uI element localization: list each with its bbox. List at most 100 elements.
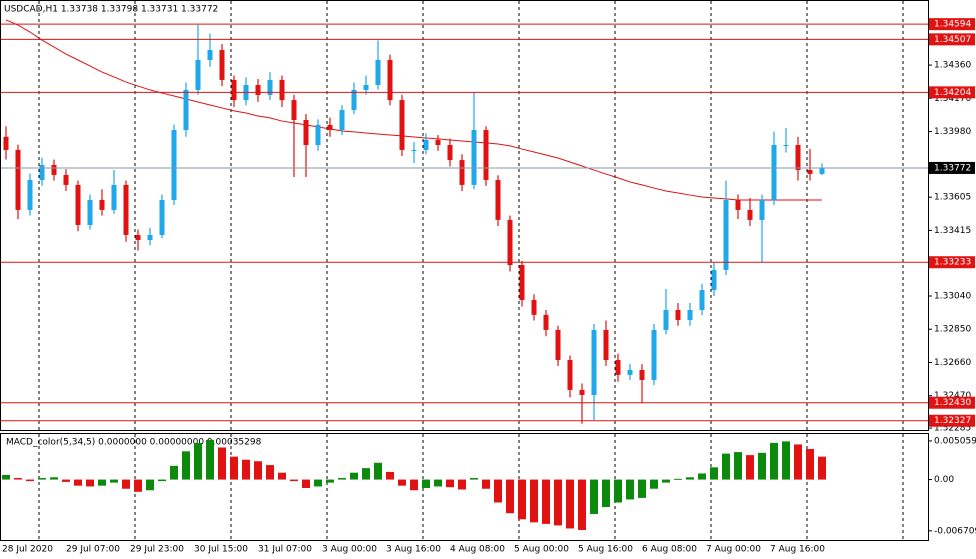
level-label-box [929,414,975,427]
macd-bar [770,442,778,480]
candle-body [399,100,405,150]
macd-bar [818,456,826,480]
candle-body [699,290,705,310]
candle-body [363,85,369,90]
candle-body [135,234,141,241]
y-tick-label: -0.006709 [934,526,976,536]
y-tick-label: 1.33415 [934,226,971,236]
y-tick-label: 1.32850 [934,325,971,335]
level-label-box [929,86,975,99]
macd-bar [578,479,586,530]
x-tick-label: 7 Aug 00:00 [706,545,761,555]
candle-body [423,139,429,150]
candle-body [543,314,549,330]
candle-body [171,129,177,200]
candle-body [411,149,417,151]
macd-bar [98,479,106,486]
x-tick-label: 4 Aug 08:00 [450,545,505,555]
candle-body [123,184,129,235]
candle-body [567,360,573,390]
x-tick-label: 28 Jul 2020 [2,545,53,555]
level-label: 1.33233 [934,258,971,268]
x-tick-label: 5 Aug 00:00 [514,545,569,555]
macd-bar [314,479,322,487]
level-label: 1.34594 [934,20,971,30]
candle-body [255,85,261,95]
candle-body [711,269,717,291]
macd-bar [206,439,214,480]
candle-body [87,199,93,225]
macd-bar [722,453,730,480]
macd-bar [602,479,610,508]
candle-body [267,79,273,95]
candle-body [819,167,825,174]
macd-bar [470,478,478,480]
candle-body [27,180,33,210]
candle-body [759,199,765,220]
macd-bar [530,479,538,523]
macd-bar [434,479,442,487]
candle-body [591,329,597,396]
candle-body [459,160,465,185]
candle-body [555,329,561,361]
candle-body [663,309,669,330]
macd-bar [446,479,454,488]
macd-bar [650,479,658,489]
macd-bar [254,461,262,480]
macd-bar [662,479,670,483]
macd-bar [170,465,178,480]
candle-body [327,124,333,130]
y-tick-label: 1.33605 [934,193,971,203]
candle-body [723,199,729,270]
candle-body [519,265,525,301]
x-tick-label: 6 Aug 08:00 [642,545,697,555]
macd-bar [398,479,406,486]
candle-body [351,89,357,111]
candle-body [795,145,801,171]
y-tick-label: 1.32285 [934,424,971,434]
candle-body [375,60,381,86]
candle-body [15,149,21,210]
x-tick-label: 29 Jul 07:00 [66,545,120,555]
candle-body [387,60,393,101]
candle-body [531,300,537,315]
candle-body [807,170,813,174]
y-tick-label: 1.32470 [934,391,971,401]
macd-bar [518,479,526,520]
macd-bar [326,479,334,483]
macd-bar [746,455,754,480]
x-tick-label: 7 Aug 16:00 [770,545,825,555]
candle-body [219,50,225,80]
macd-bar [374,462,382,480]
y-tick-label: 1.32660 [934,358,971,368]
macd-bar [710,467,718,480]
candle-body [483,129,489,181]
macd-bar [302,479,310,488]
macd-bar [62,479,70,482]
current-price-box [929,161,975,174]
level-label-box [929,33,975,46]
macd-title: MACD_color(5,34,5) 0.0000000 0.00000000 … [6,438,262,448]
macd-bar [14,478,22,480]
macd-bar [590,479,598,514]
candle-body [495,180,501,220]
macd-bar [494,479,502,503]
candle-body [747,209,753,220]
candle-body [147,234,153,241]
candle-body [291,100,297,121]
candle-body [159,199,165,235]
x-tick-label: 29 Jul 23:00 [130,545,184,555]
macd-bar [422,479,430,488]
macd-bar [626,479,634,500]
candle-body [507,219,513,266]
level-label-box [929,18,975,31]
candle-body [615,360,621,375]
macd-bar [638,479,646,498]
candle-body [75,184,81,225]
macd-bar [242,459,250,480]
macd-bar [194,442,202,480]
x-tick-label: 3 Aug 00:00 [322,545,377,555]
candle-body [183,89,189,130]
macd-bar [182,451,190,480]
